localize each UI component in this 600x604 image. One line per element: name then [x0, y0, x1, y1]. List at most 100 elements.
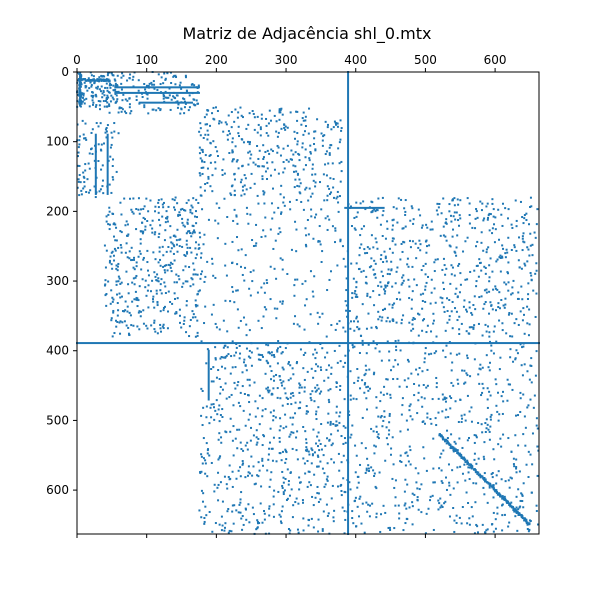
matrix-entry [304, 243, 307, 246]
matrix-entry [142, 256, 145, 259]
matrix-entry [427, 275, 430, 278]
matrix-entry [527, 450, 530, 453]
matrix-entry [494, 378, 497, 381]
matrix-entry [445, 344, 448, 347]
matrix-entry [431, 228, 434, 231]
matrix-entry [405, 385, 408, 388]
matrix-entry [170, 241, 173, 244]
matrix-entry [458, 291, 461, 294]
matrix-entry [143, 205, 146, 208]
matrix-entry [202, 137, 205, 139]
matrix-entry [146, 289, 149, 292]
matrix-entry [154, 210, 157, 213]
matrix-entry [283, 204, 286, 207]
matrix-entry [408, 405, 411, 408]
matrix-entry [507, 383, 510, 386]
matrix-entry [179, 214, 182, 217]
matrix-entry [266, 361, 269, 364]
matrix-entry [475, 462, 478, 465]
matrix-entry [281, 268, 284, 271]
matrix-entry [129, 73, 132, 76]
matrix-entry [114, 82, 117, 85]
matrix-entry [445, 267, 448, 270]
matrix-entry [451, 235, 454, 238]
matrix-entry [529, 398, 532, 401]
matrix-entry [388, 247, 391, 250]
matrix-entry [247, 151, 250, 154]
matrix-entry [78, 194, 81, 197]
matrix-entry [231, 290, 234, 293]
matrix-entry [455, 254, 458, 257]
matrix-entry [117, 111, 120, 114]
matrix-entry [185, 300, 188, 303]
matrix-entry [158, 246, 161, 249]
matrix-entry [422, 264, 425, 267]
matrix-entry [202, 492, 205, 495]
matrix-entry [388, 429, 391, 432]
matrix-entry [181, 245, 184, 248]
matrix-entry [230, 111, 233, 114]
matrix-entry [95, 95, 98, 98]
matrix-entry [447, 416, 450, 419]
matrix-entry [286, 272, 289, 275]
matrix-entry [84, 137, 87, 140]
matrix-entry [169, 71, 172, 74]
matrix-entry [178, 84, 181, 87]
matrix-entry [233, 189, 236, 192]
matrix-entry [295, 250, 298, 253]
row-segment [344, 206, 385, 209]
matrix-entry [296, 119, 299, 122]
matrix-entry [459, 217, 462, 220]
matrix-entry [134, 290, 137, 293]
matrix-entry [516, 352, 519, 355]
matrix-entry [173, 245, 176, 248]
matrix-entry [311, 449, 314, 452]
matrix-entry [430, 220, 433, 223]
matrix-entry [126, 99, 129, 102]
matrix-entry [315, 389, 318, 392]
matrix-entry [307, 450, 310, 453]
matrix-entry [210, 380, 213, 383]
matrix-entry [394, 282, 397, 285]
matrix-entry [491, 476, 494, 479]
matrix-entry [466, 197, 469, 200]
matrix-entry [478, 367, 481, 370]
matrix-entry [231, 158, 234, 161]
matrix-entry [276, 135, 279, 138]
matrix-entry [271, 217, 274, 220]
matrix-entry [473, 295, 476, 298]
matrix-entry [460, 414, 463, 417]
matrix-entry [324, 217, 327, 220]
matrix-entry [330, 270, 332, 273]
matrix-entry [374, 485, 377, 488]
matrix-entry [386, 272, 389, 275]
matrix-entry [314, 216, 316, 219]
matrix-entry [526, 322, 529, 325]
matrix-entry [507, 437, 510, 440]
matrix-entry [339, 238, 342, 241]
matrix-entry [408, 506, 411, 509]
matrix-entry [96, 79, 99, 82]
matrix-entry [373, 304, 376, 307]
matrix-entry [354, 289, 357, 292]
matrix-entry [183, 253, 186, 256]
matrix-entry [504, 480, 507, 483]
matrix-entry [403, 490, 406, 493]
matrix-entry [121, 72, 124, 75]
matrix-entry [302, 425, 305, 428]
matrix-entry [450, 369, 453, 372]
matrix-entry [301, 282, 304, 285]
matrix-entry [442, 257, 445, 260]
matrix-entry [444, 400, 447, 403]
matrix-entry [510, 223, 513, 226]
matrix-entry [418, 239, 421, 242]
matrix-entry [377, 437, 380, 440]
matrix-entry [458, 333, 461, 336]
matrix-entry [520, 267, 523, 270]
chart-title: Matriz de Adjacência shl_0.mtx [183, 24, 432, 44]
matrix-entry [518, 266, 521, 269]
matrix-entry [208, 510, 211, 513]
matrix-entry [100, 168, 103, 171]
matrix-entry [258, 394, 261, 397]
